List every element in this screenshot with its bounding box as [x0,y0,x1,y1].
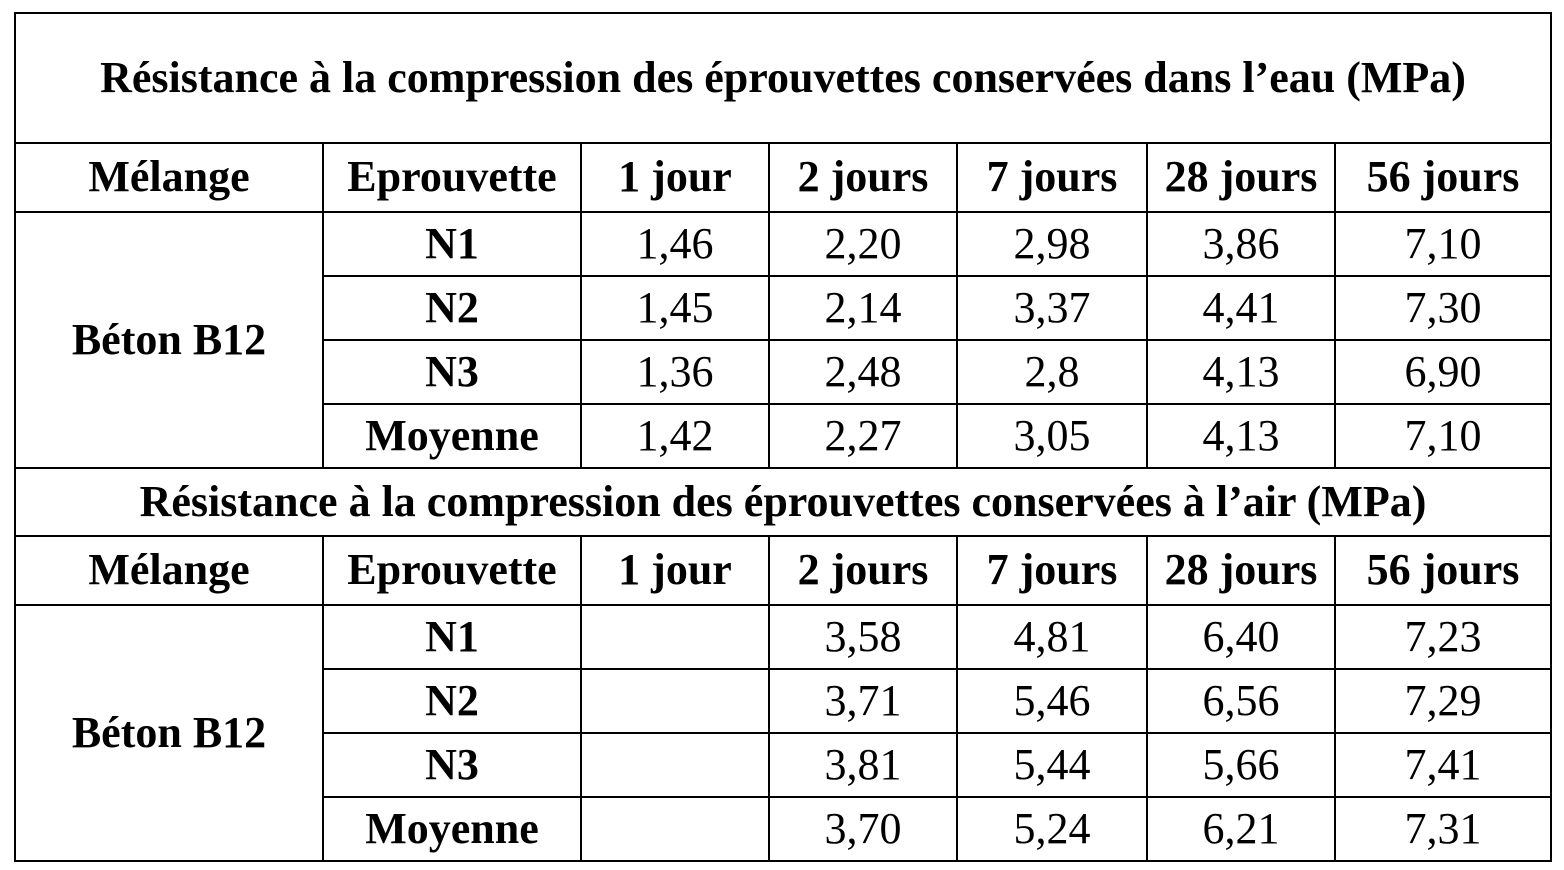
value-cell: 1,46 [581,212,769,276]
value-cell: 5,66 [1147,733,1335,797]
value-cell: 1,42 [581,404,769,468]
section-title: Résistance à la compression des éprouvet… [15,13,1551,143]
value-cell: 4,81 [957,605,1147,669]
value-cell: 7,31 [1335,797,1551,861]
eprouvette-label: N1 [323,212,581,276]
value-cell [581,605,769,669]
header-7-jours: 7 jours [957,143,1147,212]
table-row: Béton B12 N1 1,46 2,20 2,98 3,86 7,10 [15,212,1551,276]
value-cell: 1,45 [581,276,769,340]
eprouvette-label: N2 [323,669,581,733]
header-melange: Mélange [15,143,323,212]
melange-cell: Béton B12 [15,605,323,861]
eprouvette-label: N3 [323,733,581,797]
value-cell: 7,23 [1335,605,1551,669]
value-cell: 7,10 [1335,212,1551,276]
value-cell: 6,40 [1147,605,1335,669]
melange-cell: Béton B12 [15,212,323,468]
value-cell: 2,27 [769,404,957,468]
value-cell [581,797,769,861]
header-2-jours: 2 jours [769,536,957,605]
eprouvette-label: Moyenne [323,404,581,468]
value-cell: 7,30 [1335,276,1551,340]
eprouvette-label: Moyenne [323,797,581,861]
header-row: Mélange Eprouvette 1 jour 2 jours 7 jour… [15,536,1551,605]
value-cell: 7,10 [1335,404,1551,468]
header-eprouvette: Eprouvette [323,143,581,212]
value-cell: 3,71 [769,669,957,733]
header-melange: Mélange [15,536,323,605]
header-row: Mélange Eprouvette 1 jour 2 jours 7 jour… [15,143,1551,212]
value-cell: 2,48 [769,340,957,404]
value-cell: 3,86 [1147,212,1335,276]
eprouvette-label: N3 [323,340,581,404]
value-cell [581,733,769,797]
value-cell: 5,44 [957,733,1147,797]
value-cell: 2,14 [769,276,957,340]
table-row: Béton B12 N1 3,58 4,81 6,40 7,23 [15,605,1551,669]
value-cell: 3,37 [957,276,1147,340]
value-cell: 1,36 [581,340,769,404]
value-cell: 4,13 [1147,340,1335,404]
value-cell: 5,24 [957,797,1147,861]
header-56-jours: 56 jours [1335,143,1551,212]
value-cell: 3,58 [769,605,957,669]
section-title: Résistance à la compression des éprouvet… [15,468,1551,536]
value-cell: 7,29 [1335,669,1551,733]
value-cell: 6,90 [1335,340,1551,404]
section-title-row: Résistance à la compression des éprouvet… [15,468,1551,536]
header-28-jours: 28 jours [1147,143,1335,212]
compression-table: Résistance à la compression des éprouvet… [14,12,1552,862]
header-7-jours: 7 jours [957,536,1147,605]
value-cell: 4,13 [1147,404,1335,468]
value-cell: 2,8 [957,340,1147,404]
value-cell: 7,41 [1335,733,1551,797]
eprouvette-label: N1 [323,605,581,669]
header-56-jours: 56 jours [1335,536,1551,605]
header-28-jours: 28 jours [1147,536,1335,605]
value-cell: 5,46 [957,669,1147,733]
header-1-jour: 1 jour [581,143,769,212]
value-cell: 6,21 [1147,797,1335,861]
eprouvette-label: N2 [323,276,581,340]
value-cell: 2,20 [769,212,957,276]
value-cell: 6,56 [1147,669,1335,733]
value-cell: 3,81 [769,733,957,797]
value-cell: 4,41 [1147,276,1335,340]
value-cell: 2,98 [957,212,1147,276]
value-cell: 3,05 [957,404,1147,468]
header-2-jours: 2 jours [769,143,957,212]
section-title-row: Résistance à la compression des éprouvet… [15,13,1551,143]
value-cell: 3,70 [769,797,957,861]
value-cell [581,669,769,733]
header-eprouvette: Eprouvette [323,536,581,605]
header-1-jour: 1 jour [581,536,769,605]
